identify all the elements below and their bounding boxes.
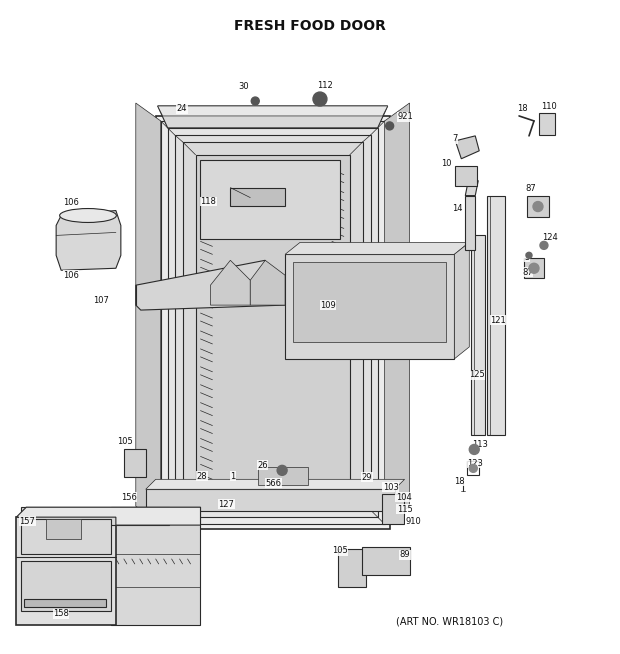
Text: 7: 7 — [453, 134, 458, 143]
Bar — [195, 155, 350, 494]
Bar — [293, 262, 446, 342]
Text: 910: 910 — [405, 517, 422, 526]
Bar — [361, 547, 410, 575]
Bar — [471, 235, 485, 434]
Polygon shape — [16, 508, 200, 525]
Bar — [21, 519, 111, 554]
Polygon shape — [136, 260, 285, 310]
Polygon shape — [454, 243, 469, 359]
Bar — [465, 196, 476, 250]
Bar — [156, 116, 389, 529]
Text: 106: 106 — [63, 198, 79, 207]
Bar — [467, 461, 479, 475]
Circle shape — [526, 252, 532, 258]
Circle shape — [277, 466, 287, 475]
Text: 87: 87 — [522, 267, 533, 277]
Polygon shape — [157, 106, 388, 116]
Text: 105: 105 — [332, 547, 348, 555]
Text: 18: 18 — [454, 477, 465, 486]
Text: 123: 123 — [467, 459, 483, 468]
Text: 113: 113 — [472, 440, 488, 449]
Text: 104: 104 — [396, 492, 411, 502]
Text: 110: 110 — [541, 103, 557, 111]
Text: 14: 14 — [453, 204, 463, 213]
Text: 127: 127 — [218, 500, 234, 509]
Bar — [16, 517, 116, 625]
Text: 124: 124 — [542, 233, 558, 242]
Text: 158: 158 — [53, 610, 69, 618]
Polygon shape — [157, 106, 388, 128]
Text: 112: 112 — [317, 80, 333, 90]
Text: 566: 566 — [265, 479, 281, 488]
Text: FRESH FOOD DOOR: FRESH FOOD DOOR — [234, 20, 386, 33]
Bar — [21, 508, 169, 525]
Bar — [259, 468, 308, 485]
Ellipse shape — [60, 209, 117, 222]
Bar — [24, 599, 106, 607]
Polygon shape — [250, 260, 285, 305]
Bar — [231, 188, 285, 205]
Bar — [338, 549, 366, 587]
Text: 24: 24 — [177, 105, 187, 114]
Text: 26: 26 — [257, 461, 268, 470]
Text: 121: 121 — [490, 315, 506, 324]
Bar — [524, 258, 544, 278]
Bar — [124, 449, 146, 477]
Text: 118: 118 — [200, 197, 216, 206]
Text: 103: 103 — [383, 483, 399, 492]
Circle shape — [386, 122, 394, 130]
Bar — [182, 142, 363, 503]
Text: 87: 87 — [525, 184, 536, 193]
Text: 28: 28 — [197, 472, 207, 481]
Circle shape — [251, 97, 259, 105]
Bar — [455, 165, 477, 186]
Text: 1: 1 — [231, 472, 236, 481]
Text: 105: 105 — [117, 437, 133, 446]
Bar — [161, 121, 384, 524]
Bar — [146, 489, 394, 511]
Text: 29: 29 — [361, 473, 372, 482]
Circle shape — [313, 92, 327, 106]
Bar — [527, 196, 549, 218]
Polygon shape — [384, 103, 410, 524]
Bar — [21, 561, 111, 611]
Circle shape — [469, 464, 477, 472]
Bar — [539, 113, 555, 135]
Polygon shape — [136, 103, 161, 524]
Bar — [111, 508, 200, 625]
Circle shape — [533, 201, 543, 211]
Polygon shape — [455, 136, 479, 159]
Text: 5: 5 — [524, 253, 529, 262]
Bar — [167, 128, 378, 517]
Polygon shape — [146, 479, 405, 489]
Circle shape — [529, 264, 539, 273]
Text: 921: 921 — [397, 112, 414, 122]
Text: (ART NO. WR18103 C): (ART NO. WR18103 C) — [396, 617, 503, 627]
Bar — [200, 160, 340, 239]
Bar — [382, 494, 404, 524]
Polygon shape — [285, 243, 469, 254]
Text: 18: 18 — [517, 105, 528, 114]
Polygon shape — [465, 181, 478, 196]
Circle shape — [469, 445, 479, 455]
Text: 107: 107 — [93, 296, 109, 305]
Bar — [285, 254, 454, 359]
Polygon shape — [56, 211, 121, 270]
Bar — [487, 196, 505, 434]
Text: 106: 106 — [63, 271, 79, 280]
Polygon shape — [210, 260, 250, 305]
Bar — [46, 519, 81, 539]
Text: 10: 10 — [441, 159, 452, 168]
Text: 30: 30 — [238, 82, 249, 91]
Text: 115: 115 — [397, 505, 412, 513]
Text: 89: 89 — [400, 551, 410, 559]
Text: 125: 125 — [469, 370, 485, 379]
Text: 157: 157 — [19, 517, 35, 526]
Bar — [175, 135, 371, 510]
Circle shape — [540, 241, 548, 249]
Text: 109: 109 — [320, 301, 335, 309]
Text: 156: 156 — [121, 492, 137, 502]
